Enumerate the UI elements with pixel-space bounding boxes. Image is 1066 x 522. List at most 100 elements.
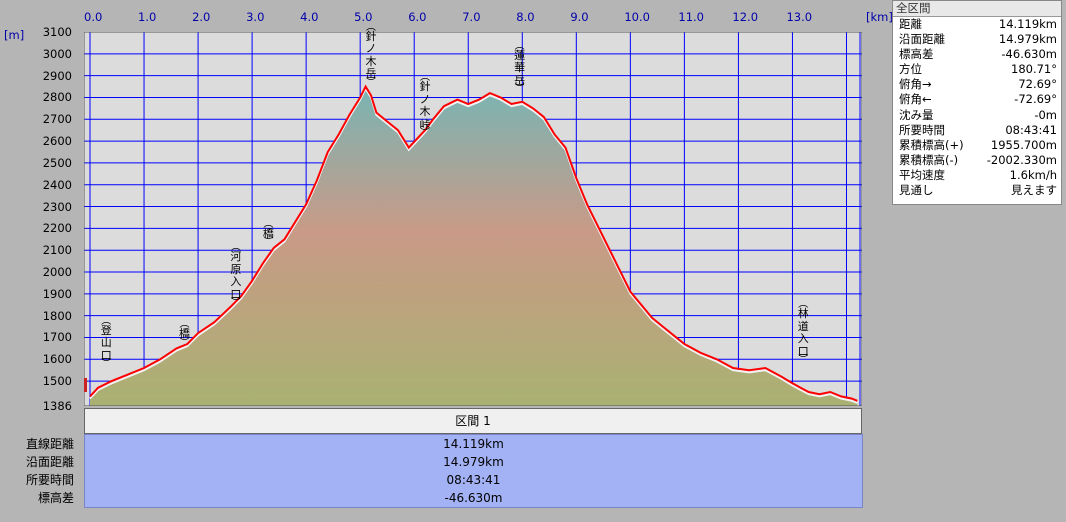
y-tick-label: 3000	[42, 46, 72, 61]
y-axis-unit: [m]	[4, 28, 25, 42]
waypoint-label-char: 登	[100, 323, 112, 337]
summary-row: 平均速度 1.6km/h	[893, 168, 1061, 183]
summary-row: 沈み量 -0m	[893, 108, 1061, 123]
start-marker-icon[interactable]	[84, 378, 87, 392]
waypoint-label-char: ノ	[365, 42, 377, 56]
x-tick-label: 6.0	[408, 10, 427, 24]
x-tick-label: 7.0	[462, 10, 481, 24]
waypoint-label-char: 橋	[262, 226, 274, 240]
y-tick-label: 2800	[42, 90, 72, 105]
summary-value: 14.119km	[998, 17, 1057, 31]
summary-value: 1.6km/h	[1009, 167, 1057, 182]
summary-row: 俯角→ 72.69°	[893, 77, 1061, 92]
waypoint-label-char: 峠	[419, 117, 431, 131]
y-tick-label: 1600	[42, 352, 72, 367]
summary-rows: 距離 14.119km 沿面距離 14.979km 標高差 -46.630m 方位 180.7…	[893, 17, 1061, 198]
waypoint-label-char: 木	[419, 105, 431, 119]
summary-key: 平均速度	[899, 167, 945, 182]
summary-key: 累積標高(+)	[899, 137, 964, 152]
waypoint-label: ︵ 橋 ︶	[262, 218, 274, 249]
waypoint-label-char: 道	[797, 319, 809, 333]
waypoint-label-char: 木	[365, 54, 377, 68]
summary-key: 累積標高(-)	[899, 152, 959, 167]
section-value: 08:43:41	[446, 473, 501, 487]
summary-value: -46.630m	[1001, 47, 1057, 62]
x-tick-label: 8.0	[516, 10, 535, 24]
waypoint-label-char: 口	[797, 344, 809, 358]
section-value: 14.979km	[443, 455, 504, 469]
waypoint-label: ︵ 橋 ︶	[179, 319, 191, 349]
summary-key: 標高差	[899, 47, 934, 62]
y-tick-label: 1386	[42, 399, 72, 413]
y-tick-label: 1700	[42, 330, 72, 345]
waypoint-label-char: 林	[797, 307, 809, 321]
y-tick-label: 3100	[42, 25, 72, 39]
waypoint-label-char: 山	[100, 336, 112, 350]
x-tick-label: 10.0	[624, 10, 650, 24]
elevation-line	[89, 84, 858, 402]
summary-key: 俯角→	[899, 77, 932, 92]
x-tick-label: 9.0	[570, 10, 589, 24]
y-tick-label: 2600	[42, 134, 72, 149]
waypoint-label: ︵ 蓮華岳 ︶	[514, 40, 526, 96]
summary-value: -0m	[1034, 107, 1057, 122]
x-tick-label: 1.0	[138, 10, 157, 24]
summary-row: 沿面距離 14.979km	[893, 32, 1061, 47]
summary-value: 14.979km	[998, 32, 1057, 47]
y-tick-label: 1500	[42, 374, 72, 389]
summary-row: 方位 180.71°	[893, 62, 1061, 77]
summary-value: 72.69°	[1018, 77, 1057, 92]
summary-value: -2002.330m	[986, 152, 1057, 167]
waypoint-label: ︵ 河原入口 ︶	[230, 242, 242, 310]
section-label: 直線距離	[25, 437, 74, 451]
section-values: 14.119km 14.979km 08:43:41 -46.630m	[84, 434, 863, 508]
y-tick-label: 2100	[42, 243, 72, 258]
summary-title: 全区間	[893, 1, 1061, 17]
waypoint-label-char: 針	[365, 29, 377, 43]
summary-key: 距離	[899, 17, 922, 31]
section-label: 標高差	[37, 491, 74, 505]
waypoint-label-char: 岳	[514, 73, 526, 87]
summary-value: -72.69°	[1014, 92, 1057, 107]
waypoint-label-char: 口	[100, 348, 112, 362]
summary-key: 沈み量	[899, 107, 934, 122]
elevation-shadow-line	[89, 86, 858, 404]
summary-key: 俯角←	[899, 92, 932, 107]
waypoint-label-char: 口	[230, 287, 242, 301]
waypoint-label-char: 入	[230, 275, 242, 289]
y-tick-label: 2300	[42, 199, 72, 214]
summary-key: 方位	[899, 62, 922, 77]
waypoint-label: ︵ 林道入口 ︶	[797, 299, 809, 367]
x-tick-label: 0.0	[84, 10, 103, 24]
x-tick-label: 4.0	[300, 10, 319, 24]
waypoint-label-char: 蓮	[514, 48, 526, 62]
summary-row: 所要時間 08:43:41	[893, 123, 1061, 138]
section-label: 沿面距離	[25, 455, 74, 469]
x-tick-label: 12.0	[732, 10, 759, 24]
section-value: 14.119km	[443, 437, 504, 451]
waypoint-label-char: 河	[230, 250, 242, 264]
waypoint-label: ︵ 針ノ木峠 ︶	[419, 72, 431, 140]
summary-row: 累積標高(+) 1955.700m	[893, 138, 1061, 153]
summary-key: 所要時間	[899, 122, 945, 137]
summary-value: 08:43:41	[1005, 122, 1057, 137]
summary-row: 標高差 -46.630m	[893, 47, 1061, 62]
summary-panel: 全区間 距離 14.119km 沿面距離 14.979km 標高差 -46.630m 方位 1…	[892, 0, 1062, 205]
elevation-profile-chart[interactable]	[84, 32, 862, 406]
section-label: 所要時間	[25, 473, 74, 487]
waypoint-label: ︵ 登山口 ︶	[100, 315, 112, 371]
y-tick-label: 2200	[42, 221, 72, 236]
section-tab[interactable]: 区間 1	[84, 408, 862, 434]
y-tick-label: 1900	[42, 286, 72, 301]
waypoint-label-char: 岳	[365, 67, 377, 81]
summary-row: 累積標高(-) -2002.330m	[893, 153, 1061, 168]
start-flag-icon	[84, 378, 87, 392]
waypoint-label-char: 針	[419, 80, 431, 94]
y-tick-label: 2400	[42, 177, 72, 192]
summary-row: 見通し 見えます	[893, 183, 1061, 198]
section-value: -46.630m	[444, 491, 503, 505]
waypoint-label-char: ノ	[419, 92, 431, 106]
waypoint-label: ︵ 針ノ木岳 ︶	[365, 21, 377, 89]
x-tick-label: 3.0	[246, 10, 265, 24]
waypoint-label-char: 華	[514, 61, 526, 75]
